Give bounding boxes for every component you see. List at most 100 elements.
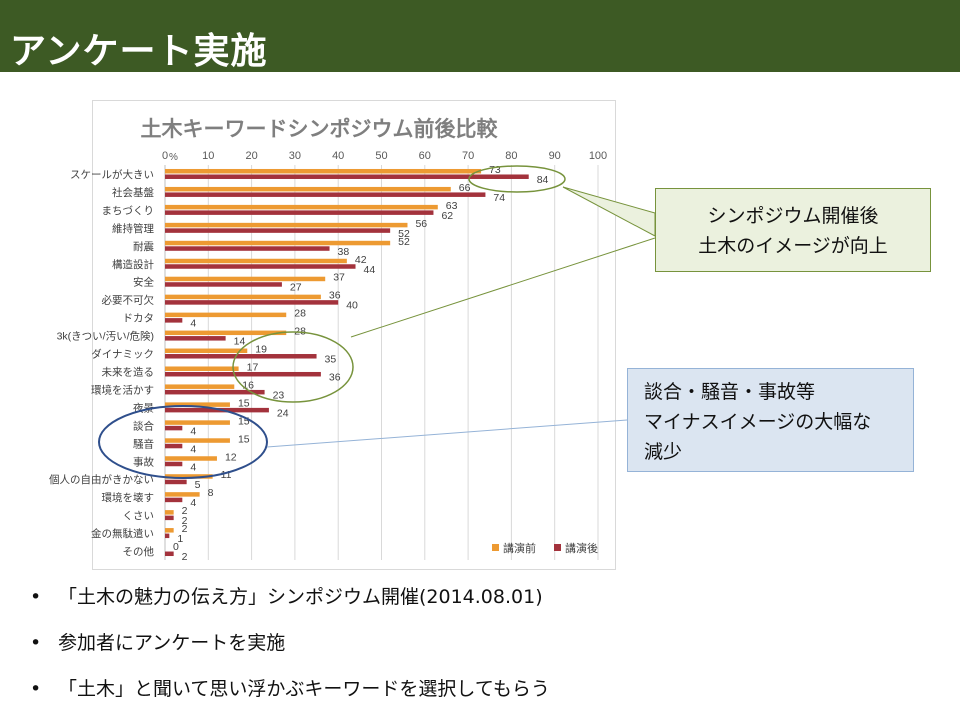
data-label: 15 [238, 415, 250, 427]
category-label: スケールが大きい [70, 168, 154, 181]
x-tick-label: 0 [162, 150, 168, 162]
bar-after [165, 282, 282, 287]
chart-title: 土木キーワードシンポジウム前後比較 [141, 117, 499, 141]
data-label: 73 [489, 164, 501, 176]
data-label: 74 [493, 192, 505, 204]
bar-before [165, 222, 408, 228]
data-label: 56 [415, 218, 427, 230]
bar-after [165, 515, 174, 521]
legend-label: 講演前 [503, 541, 536, 555]
category-label: ダイナミック [91, 348, 154, 361]
data-label: 4 [190, 443, 196, 455]
data-label: 5 [195, 479, 201, 491]
bullet-text: 「土木の魅力の伝え方」シンポジウム開催(2014.08.01) [58, 586, 543, 608]
data-label: 2 [182, 551, 188, 563]
bar-after [165, 246, 330, 251]
bar-before [165, 312, 287, 318]
callout-positive: シンポジウム開催後 土木のイメージが向上 [655, 188, 931, 272]
category-label: ドカタ [123, 313, 155, 325]
category-label: 談合 [133, 419, 154, 432]
bar-after [165, 192, 486, 197]
bar-before [165, 438, 230, 443]
bar-after [165, 174, 529, 179]
x-tick-label: 20 [245, 150, 257, 162]
bar-before [165, 276, 326, 282]
category-label: 騒音 [133, 437, 154, 450]
data-label: 36 [329, 371, 341, 383]
data-label: 27 [290, 282, 302, 294]
bar-before [165, 204, 438, 210]
x-tick-label: 60 [419, 150, 431, 162]
bar-after [165, 461, 183, 467]
data-label: 44 [364, 264, 376, 276]
data-label: 52 [398, 228, 410, 240]
bullet-symbol: • [30, 678, 42, 700]
data-label: 4 [190, 425, 196, 437]
category-label: 金の無駄遣い [91, 527, 154, 540]
bullet-item: • 「土木の魅力の伝え方」シンポジウム開催(2014.08.01) [30, 583, 930, 629]
data-label: 24 [277, 407, 289, 419]
legend-swatch [554, 544, 561, 551]
x-tick-label: 50 [375, 150, 387, 162]
callout-negative-line1: 談合・騒音・事故等 [644, 381, 816, 403]
category-label: 維持管理 [112, 222, 154, 235]
bar-after [165, 425, 183, 431]
bar-after [165, 210, 434, 215]
data-label: 37 [333, 272, 345, 284]
data-label: 36 [329, 290, 341, 302]
bar-after [165, 264, 356, 269]
data-label: 38 [338, 246, 350, 258]
bar-before [165, 402, 230, 407]
x-tick-label: 40 [332, 150, 344, 162]
bullet-item: • 参加者にアンケートを実施 [30, 629, 930, 675]
callout-negative: 談合・騒音・事故等 マイナスイメージの大幅な 減少 [627, 368, 914, 472]
bar-before [165, 420, 230, 425]
slide-title: アンケート実施 [10, 31, 268, 72]
bar-before [165, 330, 287, 336]
category-label: 耐震 [133, 240, 154, 253]
data-label: 62 [441, 210, 453, 222]
connector-line-blue [266, 419, 628, 448]
category-label: 構造設計 [112, 258, 154, 271]
bar-before [165, 258, 347, 264]
data-label: 16 [242, 379, 254, 391]
x-tick-label: 70 [462, 150, 474, 162]
bar-before [165, 168, 482, 174]
bullet-item: • 「土木」と聞いて思い浮かぶキーワードを選択してもらう [30, 675, 930, 721]
x-unit-label: % [169, 152, 178, 163]
data-label: 19 [255, 344, 267, 356]
highlight-ellipse-negative [98, 405, 268, 479]
data-label: 8 [208, 487, 214, 499]
bar-after [165, 533, 170, 539]
bar-before [165, 492, 200, 497]
category-label: 事故 [133, 455, 154, 468]
highlight-ellipse-top [468, 165, 566, 193]
bullet-text: 参加者にアンケートを実施 [58, 632, 286, 654]
bar-after [165, 551, 174, 557]
x-tick-label: 10 [202, 150, 214, 162]
bar-after [165, 479, 187, 485]
category-label: 安全 [133, 276, 154, 289]
bar-after [165, 318, 183, 323]
data-label: 14 [234, 336, 246, 348]
connector-wedge [562, 186, 656, 237]
bullet-symbol: • [30, 632, 42, 654]
data-label: 17 [247, 361, 259, 373]
x-tick-label: 30 [289, 150, 301, 162]
bar-after [165, 443, 183, 449]
x-tick-label: 80 [505, 150, 517, 162]
category-label: 3k(きつい/汚い/危険) [57, 330, 154, 343]
bullet-list: • 「土木の魅力の伝え方」シンポジウム開催(2014.08.01) • 参加者に… [30, 583, 930, 721]
bar-before [165, 528, 174, 533]
x-tick-label: 100 [589, 150, 607, 162]
data-label: 4 [190, 318, 196, 330]
data-label: 15 [238, 397, 250, 409]
data-label: 28 [294, 308, 306, 320]
data-label: 0 [173, 541, 179, 553]
bar-before [165, 240, 391, 246]
callout-negative-line3: 減少 [644, 441, 683, 463]
legend-label: 講演後 [565, 541, 598, 555]
category-label: その他 [123, 545, 155, 558]
category-label: 個人の自由がきかない [49, 473, 154, 486]
